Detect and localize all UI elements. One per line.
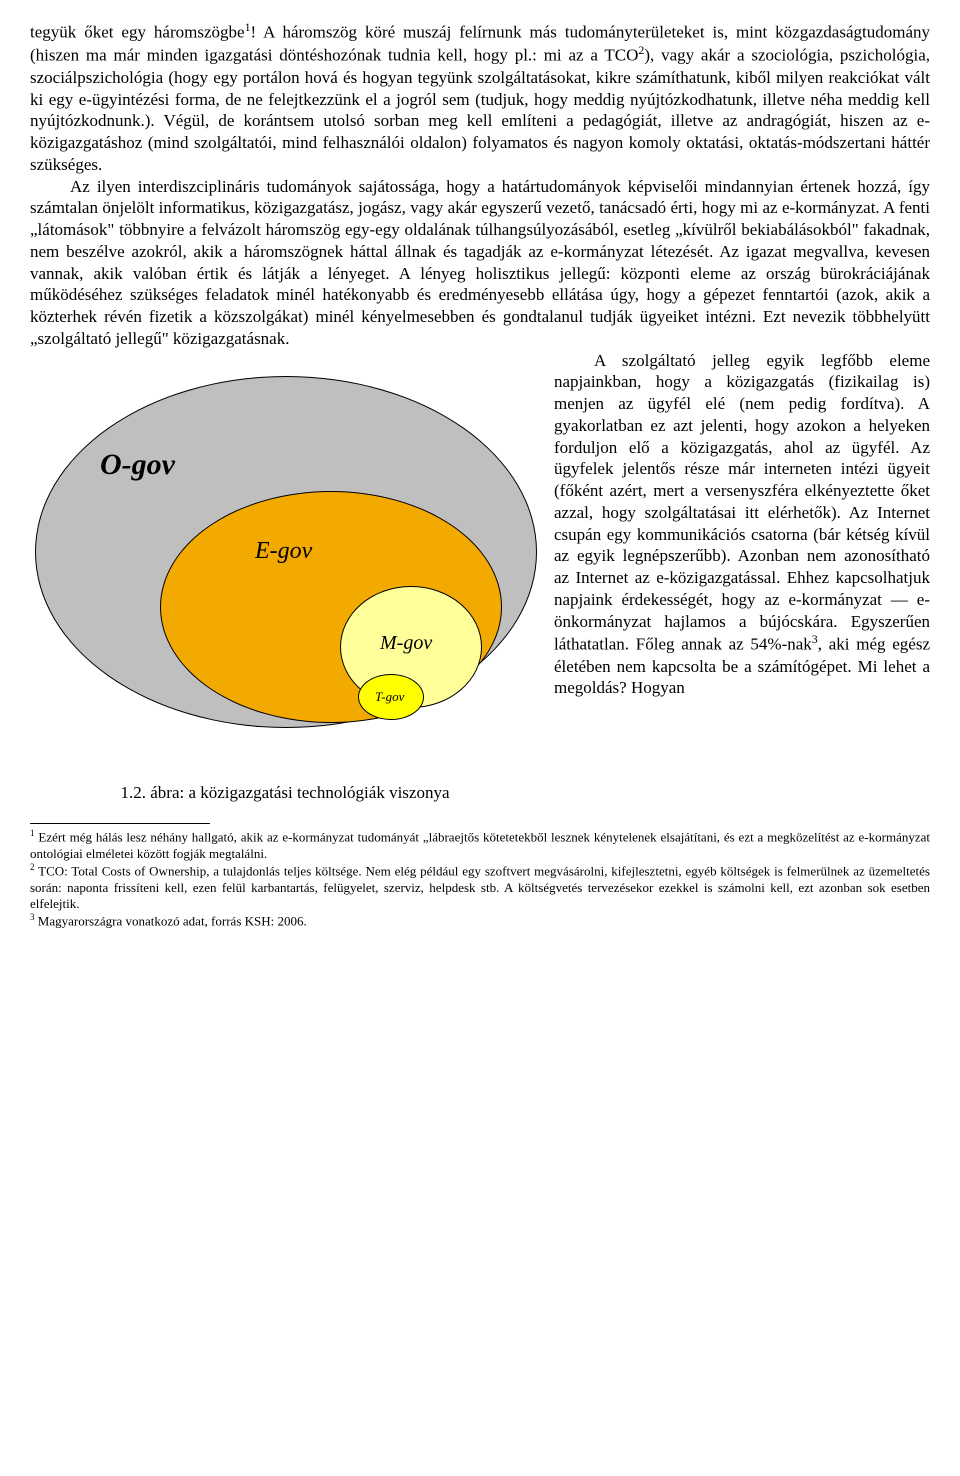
nested-ellipse-diagram: O-gov E-gov M-gov T-gov [30,356,540,776]
ellipse-label-m-gov: M-gov [380,631,432,657]
footnotes-block: 1 Ezért még hálás lesz néhány hallgató, … [30,828,930,929]
ellipse-label-o-gov: O-gov [100,446,175,484]
para1-text-a: tegyük őket egy háromszögbe [30,23,245,42]
para3-text-a: A szolgáltató jelleg egyik legfőbb eleme… [554,351,930,654]
ellipse-label-t-gov: T-gov [375,689,404,706]
footnote-1: 1 Ezért még hálás lesz néhány hallgató, … [30,828,930,862]
figure-container: O-gov E-gov M-gov T-gov 1.2. ábra: a köziga… [30,356,540,804]
footnote-3: 3 Magyarországra vonatkozó adat, forrás … [30,912,930,930]
paragraph-1: tegyük őket egy háromszögbe1! A háromszö… [30,20,930,176]
fn2-text: TCO: Total Costs of Ownership, a tulajdo… [30,863,930,911]
figure-caption: 1.2. ábra: a közigazgatási technológiák … [30,782,540,804]
para1-text-c: ), vagy akár a szociológia, pszichológia… [30,46,930,174]
paragraph-2: Az ilyen interdiszciplináris tudományok … [30,176,930,350]
footnote-separator [30,823,210,824]
ellipse-label-e-gov: E-gov [255,536,312,567]
fn1-text: Ezért még hálás lesz néhány hallgató, ak… [30,830,930,861]
fn3-text: Magyarországra vonatkozó adat, forrás KS… [35,914,307,929]
footnote-2: 2 TCO: Total Costs of Ownership, a tulaj… [30,862,930,912]
